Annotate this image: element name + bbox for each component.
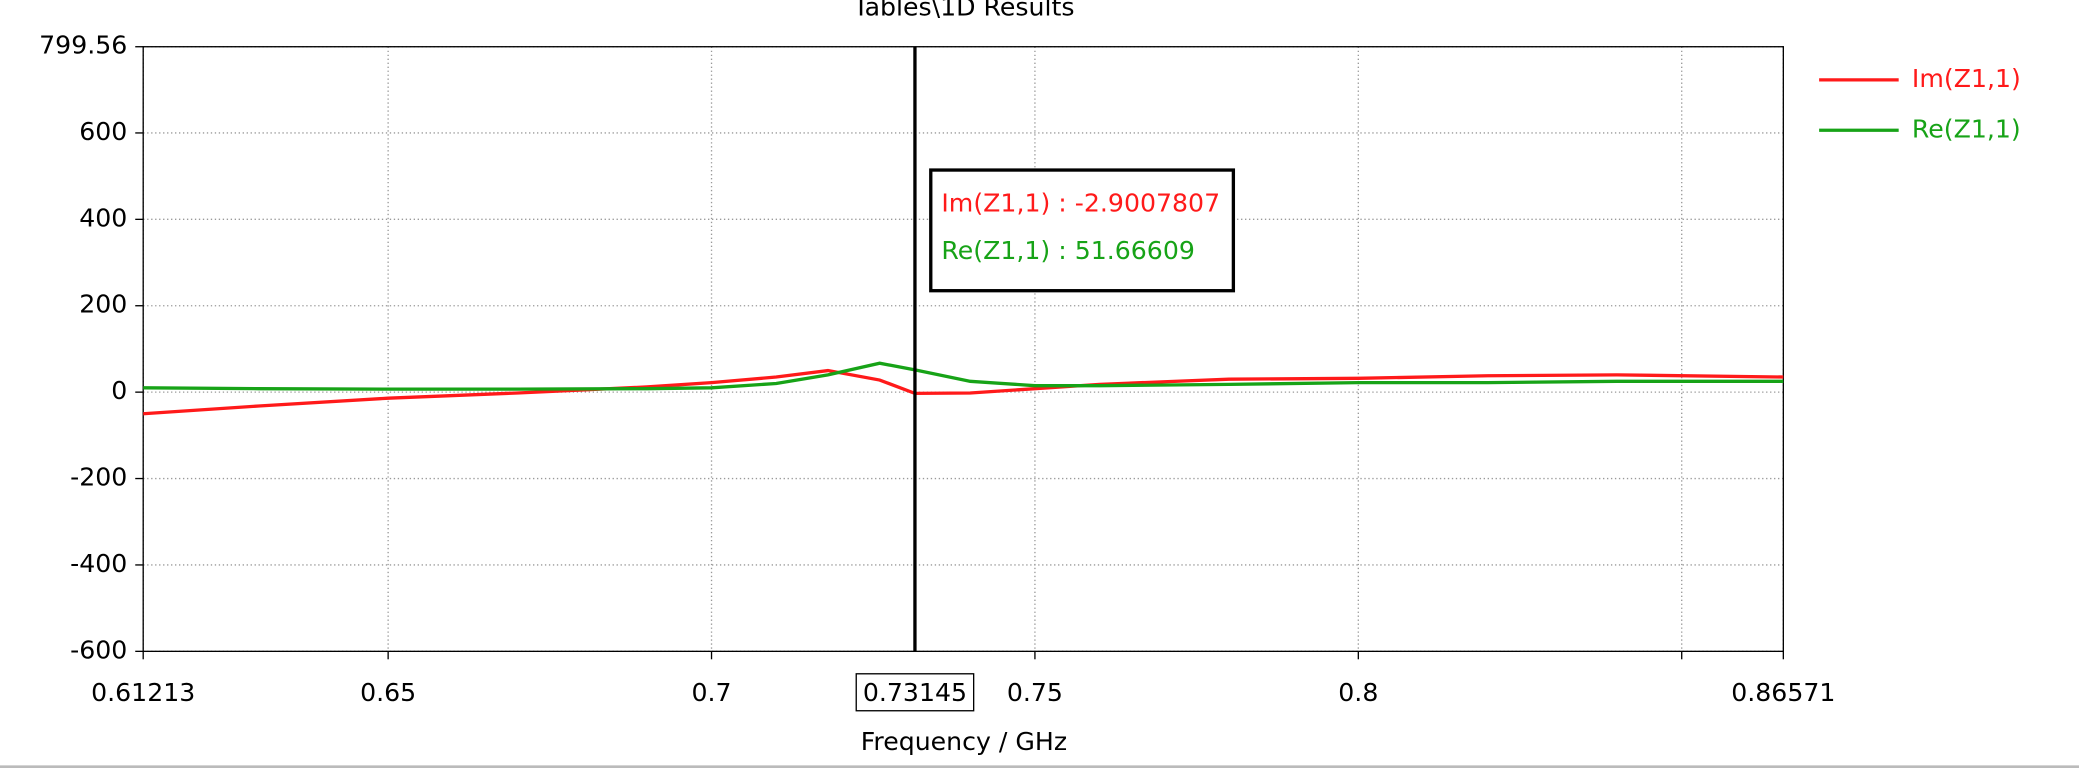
x-tick-label: 0.86571 bbox=[1731, 678, 1835, 707]
series-line bbox=[143, 361, 1784, 391]
y-tick-label: -600 bbox=[70, 635, 127, 664]
y-tick-label: -400 bbox=[70, 549, 127, 578]
chart-title: Tables\1D Results bbox=[852, 0, 1074, 21]
y-tick-label: 799.56 bbox=[39, 31, 127, 60]
legend-label: Re(Z1,1) bbox=[1912, 114, 2021, 143]
y-tick-label: 600 bbox=[79, 117, 127, 146]
y-tick-label: 0 bbox=[111, 376, 127, 405]
x-tick-label: 0.65 bbox=[360, 678, 416, 707]
y-tick-label: 400 bbox=[79, 203, 127, 232]
x-tick-label: 0.8 bbox=[1338, 678, 1378, 707]
x-axis-label: Frequency / GHz bbox=[861, 727, 1067, 756]
annotation-box bbox=[929, 168, 1236, 293]
x-tick-label: 0.7 bbox=[691, 678, 731, 707]
x-tick-label: 0.61213 bbox=[91, 678, 195, 707]
y-tick-label: -200 bbox=[70, 463, 127, 492]
x-tick-label: 0.75 bbox=[1007, 678, 1063, 707]
plot-frame bbox=[142, 46, 1784, 653]
cursor-label: 0.73145 bbox=[863, 678, 967, 707]
annotation-text: Im(Z1,1) : -2.9007807 bbox=[941, 189, 1220, 218]
cursor-label-box bbox=[855, 673, 975, 712]
y-tick-label: 200 bbox=[79, 290, 127, 319]
annotation-text: Re(Z1,1) : 51.66609 bbox=[941, 236, 1195, 265]
series-line bbox=[143, 368, 1784, 416]
legend-label: Im(Z1,1) bbox=[1912, 64, 2021, 93]
